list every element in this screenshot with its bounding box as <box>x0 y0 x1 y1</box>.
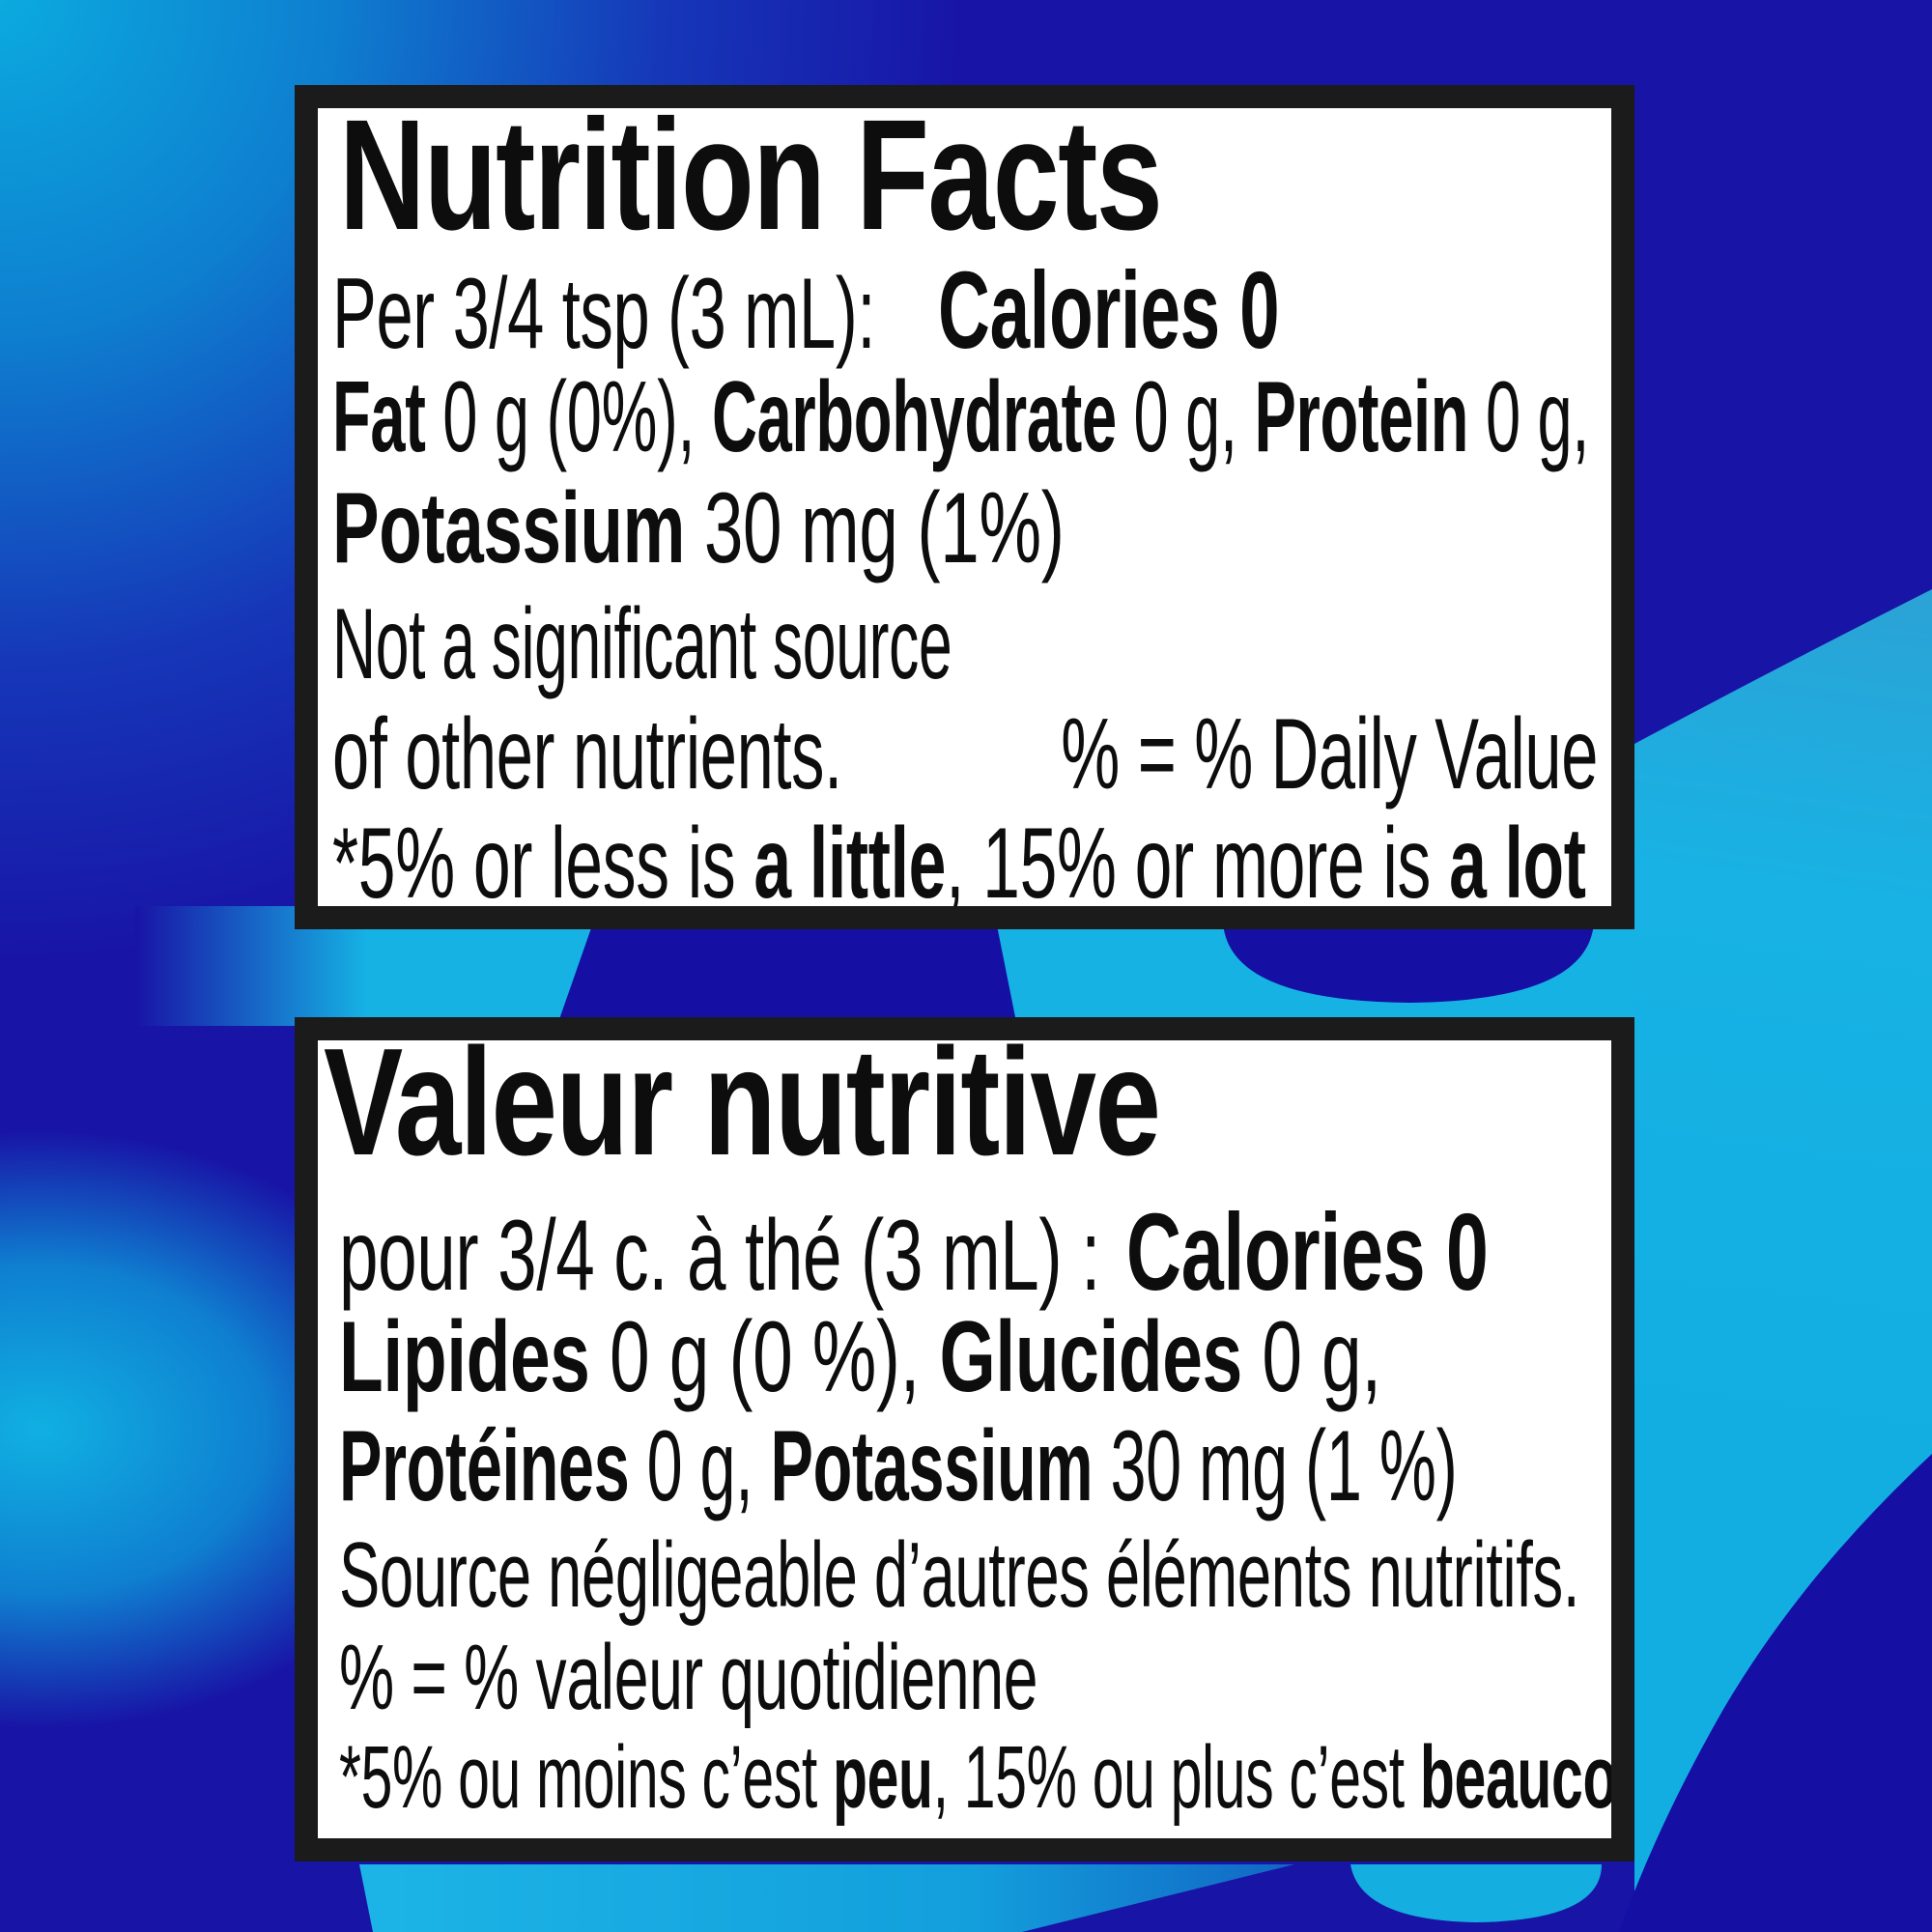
footnote-line-fr: *5% ou moins c’est peu, 15% ou plus c’es… <box>339 1728 1618 1827</box>
not-significant-line-1-en: Not a significant source <box>332 588 952 700</box>
daily-value-note-en: % = % Daily Value <box>1061 698 1599 810</box>
valeur-quotidienne-line-fr: % = % valeur quotidienne <box>339 1626 1038 1729</box>
footnote-line-en: *5% or less is a little, 15% or more is … <box>332 808 1586 920</box>
panel-title-en: Nutrition Facts <box>339 108 1163 253</box>
bg-gap-navy-u-shape <box>1223 923 1594 1003</box>
calories-value-en: Calories 0 <box>938 249 1280 371</box>
nutrition-facts-panel-en: Nutrition Facts Per 3/4 tsp (3 mL): Calo… <box>295 85 1634 929</box>
panel-title-fr: Valeur nutritive <box>324 1040 1161 1179</box>
bg-bottom-cyan-trapezoid <box>359 1864 1294 1932</box>
macros-line-en: Fat 0 g (0%), Carbohydrate 0 g, Protein … <box>332 361 1590 473</box>
proteines-potassium-line-fr: Protéines 0 g, Potassium 30 mg (1 %) <box>339 1410 1458 1522</box>
not-significant-line-2-en: of other nutrients. <box>332 698 842 810</box>
not-significant-daily-value-line-en: of other nutrients. % = % Daily Value <box>332 704 1598 805</box>
lipides-line-fr: Lipides 0 g (0 %), Glucides 0 g, <box>339 1301 1381 1413</box>
panel-title-fr-text: Valeur nutritive <box>324 1017 1161 1187</box>
bg-bottom-cyan-u-shape <box>1350 1864 1602 1922</box>
valeur-nutritive-panel-fr: Valeur nutritive pour 3/4 c. à thé (3 mL… <box>295 1017 1634 1861</box>
bg-gap-navy-trapezoid <box>558 925 1016 1022</box>
bg-bottom-right-navy-wedge <box>1619 1454 1932 1932</box>
calories-value-fr: Calories 0 <box>1125 1191 1489 1313</box>
source-negligeable-line-fr: Source négligeable d’autres éléments nut… <box>339 1523 1580 1627</box>
serving-calories-line-fr: pour 3/4 c. à thé (3 mL) : Calories 0 <box>339 1191 1489 1313</box>
panel-title-en-text: Nutrition Facts <box>339 86 1163 263</box>
potassium-line-en: Potassium 30 mg (1%) <box>332 472 1065 584</box>
serving-calories-line-en: Per 3/4 tsp (3 mL): Calories 0 <box>332 249 1280 371</box>
